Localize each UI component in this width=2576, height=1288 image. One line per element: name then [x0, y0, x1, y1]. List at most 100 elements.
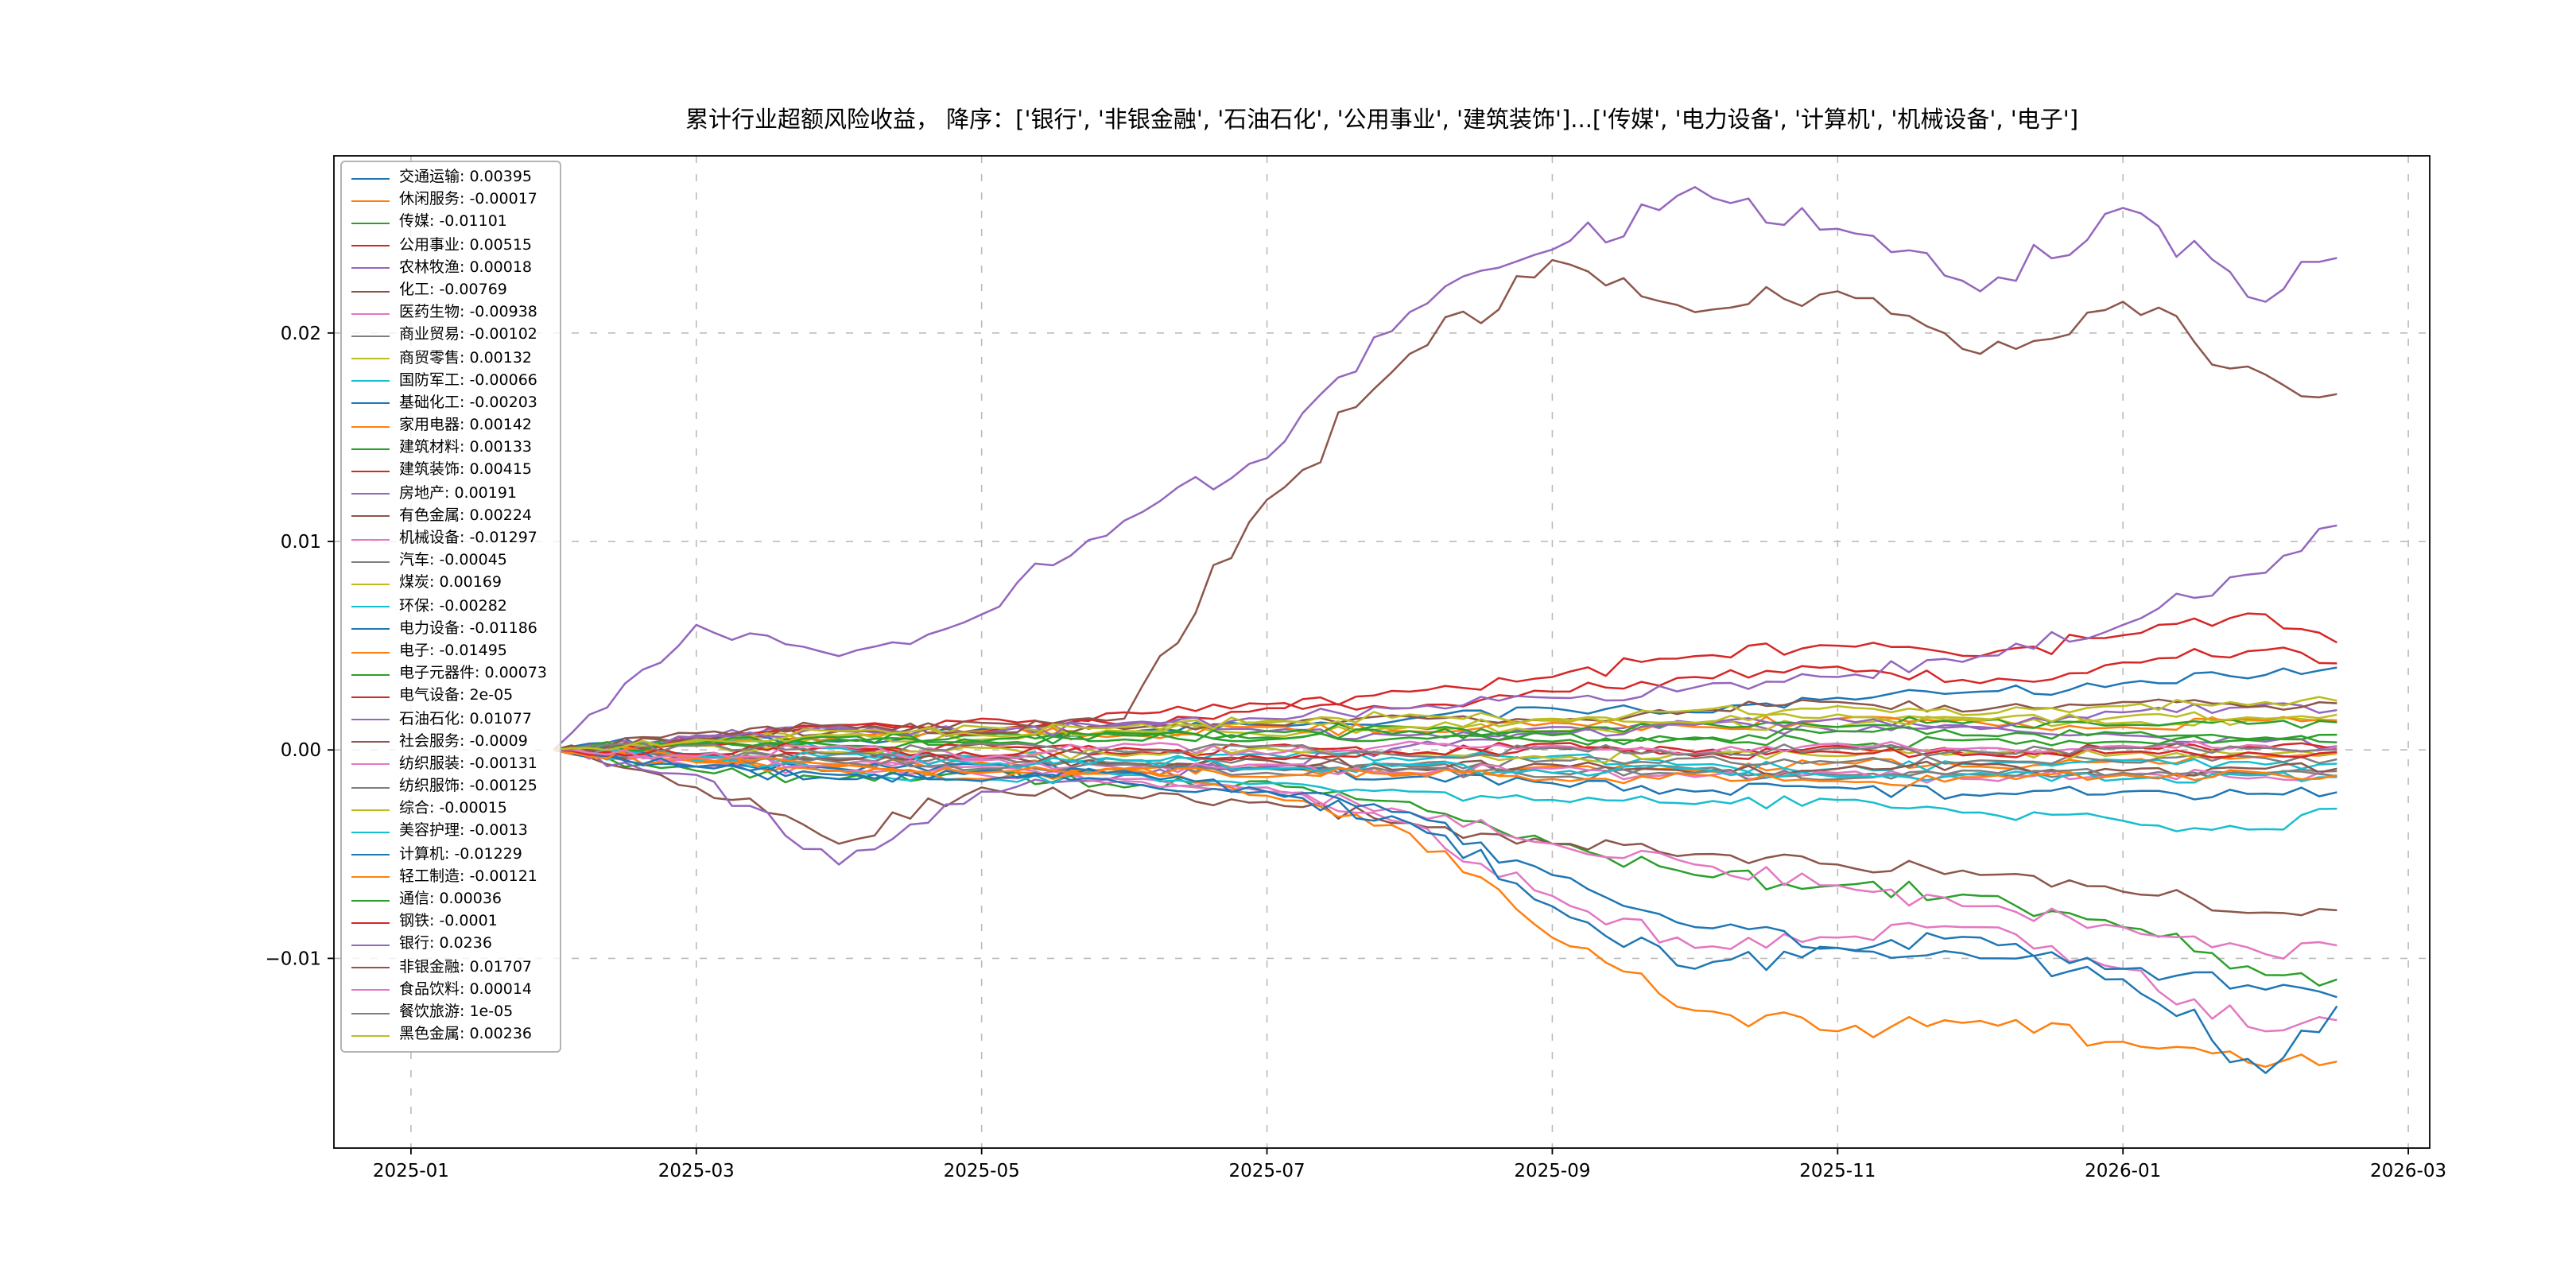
legend-line-sample — [351, 448, 390, 450]
y-tick-label: 0.01 — [281, 532, 321, 553]
legend-line-sample — [351, 177, 390, 180]
legend-label: 钢铁: -0.0001 — [399, 913, 498, 931]
series-line — [553, 711, 2337, 752]
legend-line-sample — [351, 944, 390, 946]
legend-line-sample — [351, 809, 390, 811]
legend-item: 纺织服饰: -0.00125 — [351, 776, 547, 798]
legend-item: 银行: 0.0236 — [351, 934, 547, 956]
legend-label: 化工: -0.00769 — [399, 281, 507, 299]
legend-line-sample — [351, 876, 390, 879]
legend-line-sample — [351, 515, 390, 518]
x-tick-label: 2025-03 — [658, 1161, 735, 1181]
legend-line-sample — [351, 493, 390, 495]
legend-line-sample — [351, 921, 390, 924]
legend-label: 基础化工: -0.00203 — [399, 394, 537, 412]
legend-line-sample — [351, 628, 390, 630]
legend-line-sample — [351, 471, 390, 473]
legend-line-sample — [351, 832, 390, 834]
legend-line-sample — [351, 1012, 390, 1014]
series-line — [553, 747, 2337, 787]
legend-line-sample — [351, 899, 390, 902]
legend-item: 商贸零售: 0.00132 — [351, 347, 547, 370]
legend: 交通运输: 0.00395 休闲服务: -0.00017 传媒: -0.01101 公… — [340, 161, 562, 1053]
series-lines — [553, 186, 2338, 1074]
series-line — [553, 747, 2337, 1068]
series-line — [553, 726, 2337, 753]
series-line — [553, 646, 2337, 753]
legend-item: 建筑装饰: 0.00415 — [351, 460, 547, 483]
legend-label: 国防军工: -0.00066 — [399, 371, 537, 390]
series-line — [553, 696, 2337, 751]
legend-line-sample — [351, 763, 390, 766]
legend-item: 食品饮料: 0.00014 — [351, 980, 547, 1002]
legend-label: 传媒: -0.01101 — [399, 213, 507, 231]
legend-label: 银行: 0.0236 — [399, 935, 492, 953]
series-line — [553, 716, 2337, 752]
legend-item: 机械设备: -0.01297 — [351, 528, 547, 550]
series-line — [553, 748, 2337, 917]
plot-border — [333, 155, 2431, 1149]
legend-item: 基础化工: -0.00203 — [351, 393, 547, 415]
legend-label: 纺织服装: -0.00131 — [399, 755, 537, 773]
legend-item: 石油石化: 0.01077 — [351, 708, 547, 731]
legend-item: 电气设备: 2e-05 — [351, 686, 547, 708]
legend-item: 钢铁: -0.0001 — [351, 911, 547, 933]
legend-item: 电子元器件: 0.00073 — [351, 663, 547, 685]
legend-line-sample — [351, 673, 390, 676]
legend-item: 农林牧渔: 0.00018 — [351, 258, 547, 280]
legend-item: 房地产: 0.00191 — [351, 483, 547, 505]
legend-label: 医药生物: -0.00938 — [399, 304, 537, 322]
legend-label: 建筑材料: 0.00133 — [399, 439, 533, 457]
legend-label: 环保: -0.00282 — [399, 597, 507, 615]
y-tick-label: 0.00 — [281, 740, 321, 761]
legend-item: 有色金属: 0.00224 — [351, 506, 547, 528]
legend-line-sample — [351, 989, 390, 991]
legend-item: 汽车: -0.00045 — [351, 550, 547, 572]
legend-label: 家用电器: 0.00142 — [399, 417, 533, 435]
legend-label: 商贸零售: 0.00132 — [399, 349, 533, 367]
legend-line-sample — [351, 358, 390, 360]
legend-item: 休闲服务: -0.00017 — [351, 189, 547, 211]
x-tick-label: 2026-03 — [2370, 1161, 2446, 1181]
x-tick-label: 2026-01 — [2085, 1161, 2161, 1181]
legend-item: 社会服务: -0.0009 — [351, 731, 547, 753]
legend-line-sample — [351, 222, 390, 224]
legend-item: 商业贸易: -0.00102 — [351, 325, 547, 347]
series-line — [553, 258, 2337, 752]
legend-label: 休闲服务: -0.00017 — [399, 191, 537, 209]
legend-item: 国防军工: -0.00066 — [351, 370, 547, 392]
legend-label: 电子: -0.01495 — [399, 642, 507, 660]
legend-label: 交通运输: 0.00395 — [399, 169, 533, 186]
legend-label: 房地产: 0.00191 — [399, 484, 518, 502]
legend-item: 化工: -0.00769 — [351, 280, 547, 302]
legend-line-sample — [351, 583, 390, 585]
series-line — [553, 739, 2337, 760]
legend-label: 纺织服饰: -0.00125 — [399, 778, 537, 796]
legend-line-sample — [351, 651, 390, 654]
legend-line-sample — [351, 741, 390, 743]
series-line — [553, 186, 2337, 751]
legend-line-sample — [351, 606, 390, 608]
legend-item: 轻工制造: -0.00121 — [351, 867, 547, 889]
legend-item: 传媒: -0.01101 — [351, 212, 547, 235]
series-line — [553, 702, 2337, 866]
x-tick-label: 2025-09 — [1514, 1161, 1590, 1181]
x-tick-label: 2025-11 — [1799, 1161, 1876, 1181]
legend-item: 家用电器: 0.00142 — [351, 415, 547, 437]
legend-item: 公用事业: 0.00515 — [351, 235, 547, 257]
legend-label: 电子元器件: 0.00073 — [399, 665, 548, 683]
legend-item: 电子: -0.01495 — [351, 641, 547, 663]
legend-label: 计算机: -0.01229 — [399, 845, 522, 863]
legend-label: 轻工制造: -0.00121 — [399, 867, 537, 886]
x-tick-label: 2025-01 — [373, 1161, 449, 1181]
series-line — [553, 748, 2337, 782]
legend-line-sample — [351, 245, 390, 247]
legend-line-sample — [351, 719, 390, 721]
x-tick-label: 2025-05 — [944, 1161, 1020, 1181]
legend-label: 黑色金属: 0.00236 — [399, 1026, 533, 1044]
legend-label: 电力设备: -0.01186 — [399, 619, 537, 638]
series-line — [553, 749, 2337, 987]
y-tick-label: 0.02 — [281, 324, 321, 344]
